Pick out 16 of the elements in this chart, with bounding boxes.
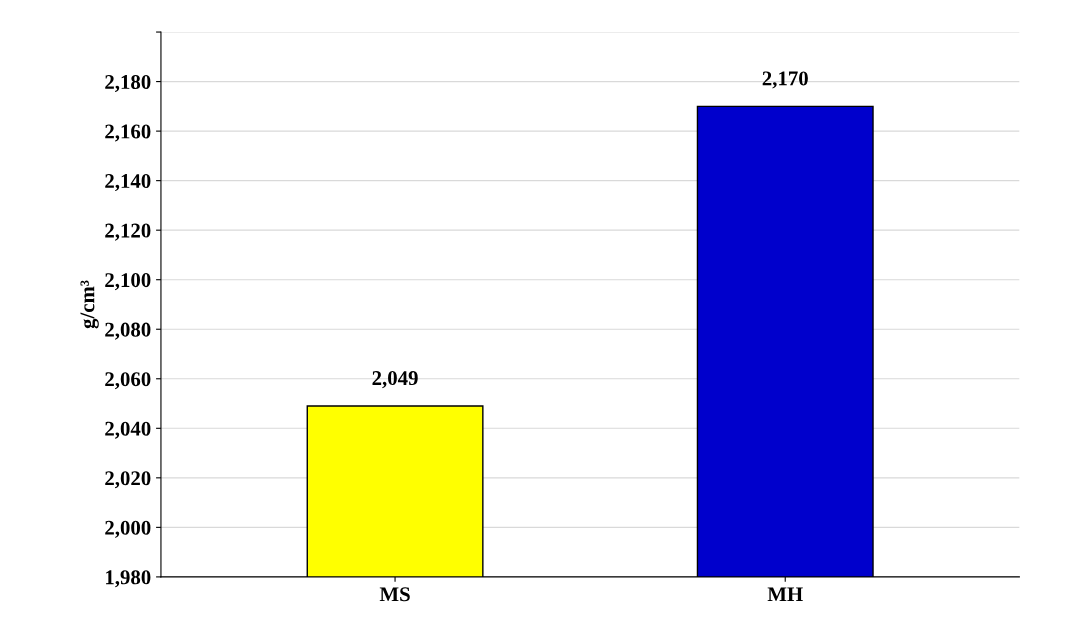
y-tick-label: 2,120 [105, 223, 151, 241]
y-tick-label: 2,040 [105, 421, 151, 439]
y-tick-label: 2,060 [105, 372, 151, 390]
data-label: 2,170 [762, 71, 808, 89]
data-label: 2,049 [372, 371, 418, 389]
y-tick-label: 1,980 [106, 570, 151, 588]
y-tick-label: 2,180 [105, 74, 151, 93]
y-tick-label: 2,140 [105, 174, 151, 192]
x-tick-label: MH [767, 587, 803, 602]
y-tick-label: 2,100 [105, 273, 151, 291]
y-axis-title: g/cm³ [80, 280, 99, 329]
x-tick-label: MS [379, 587, 410, 602]
y-tick-label: 2,020 [105, 471, 151, 489]
y-tick-label: 2,160 [105, 124, 151, 142]
y-tick-label: 2,000 [105, 520, 151, 538]
y-tick-label: 2,080 [105, 322, 151, 340]
